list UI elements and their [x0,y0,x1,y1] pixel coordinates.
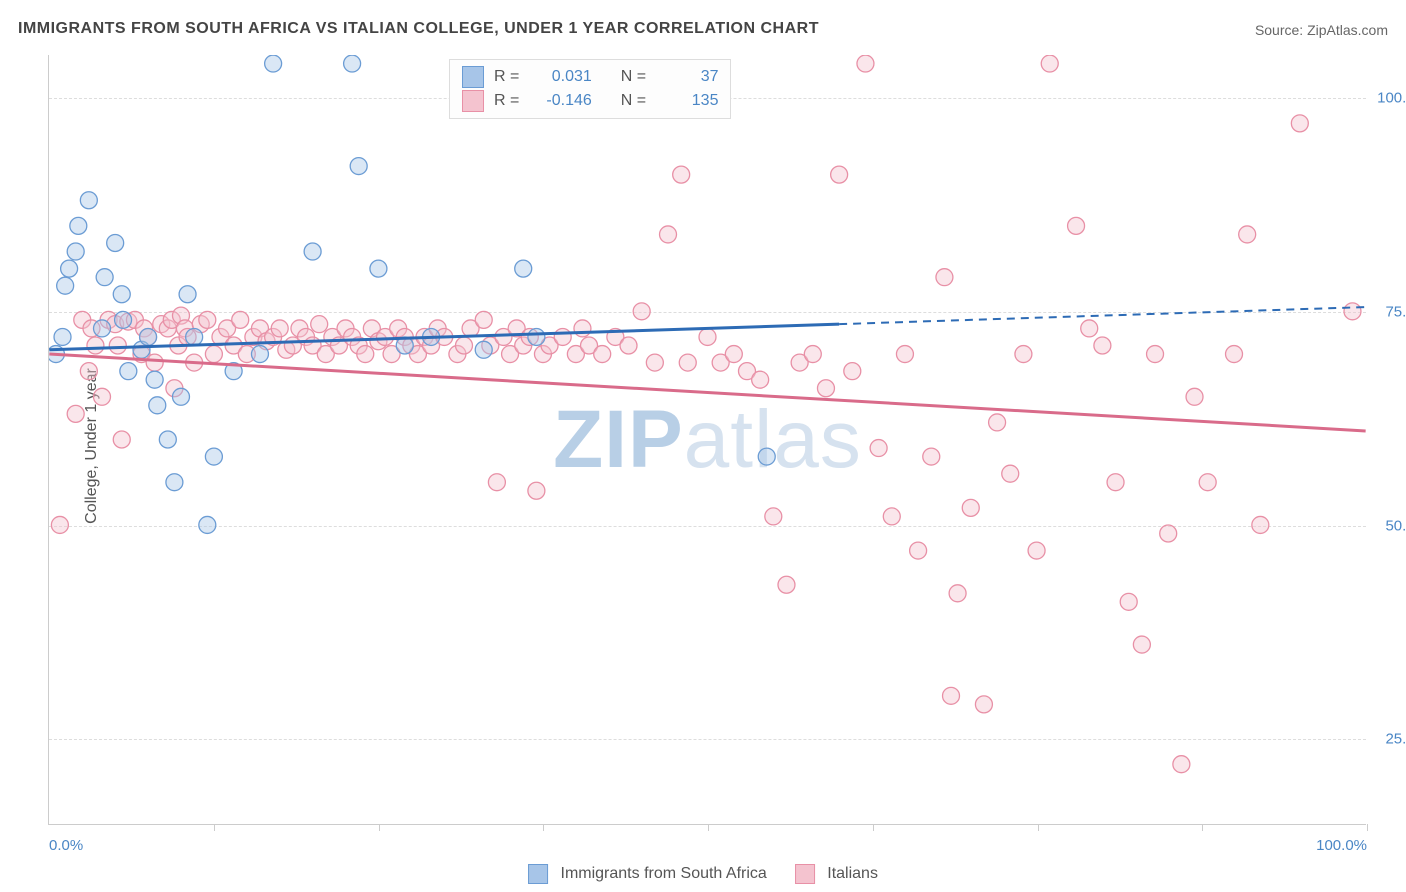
y-tick-label: 75.0% [1373,303,1406,320]
legend-item: Italians [795,864,878,884]
stats-legend-box: R = 0.031 N = 37 R = -0.146 N = 135 [449,59,731,119]
legend-label: Italians [827,865,878,882]
r-label: R = [494,65,519,89]
n-value: 37 [670,65,718,89]
r-label: R = [494,89,519,113]
chart-title: IMMIGRANTS FROM SOUTH AFRICA VS ITALIAN … [18,20,819,38]
x-tick-label: 100.0% [1316,837,1367,854]
plot-area: ZIPatlas 25.0%50.0%75.0%100.0%0.0%100.0%… [48,55,1366,825]
legend-item: Immigrants from South Africa [528,864,767,884]
x-tick-label: 0.0% [49,837,83,854]
legend-swatch-icon [462,66,484,88]
legend-bottom: Immigrants from South Africa Italians [528,864,878,884]
chart-svg [49,55,1366,824]
legend-label: Immigrants from South Africa [561,865,767,882]
y-tick-label: 25.0% [1373,731,1406,748]
legend-swatch-icon [462,90,484,112]
n-label: N = [621,89,646,113]
stats-row: R = -0.146 N = 135 [462,89,718,113]
source-value: ZipAtlas.com [1307,22,1388,38]
source-attribution: Source: ZipAtlas.com [1255,22,1388,38]
n-value: 135 [670,89,718,113]
n-label: N = [621,65,646,89]
legend-swatch-icon [795,864,815,884]
stats-row: R = 0.031 N = 37 [462,65,718,89]
y-tick-label: 50.0% [1373,517,1406,534]
r-value: 0.031 [544,65,592,89]
y-tick-label: 100.0% [1373,89,1406,106]
source-label: Source: [1255,22,1303,38]
legend-swatch-icon [528,864,548,884]
r-value: -0.146 [544,89,592,113]
